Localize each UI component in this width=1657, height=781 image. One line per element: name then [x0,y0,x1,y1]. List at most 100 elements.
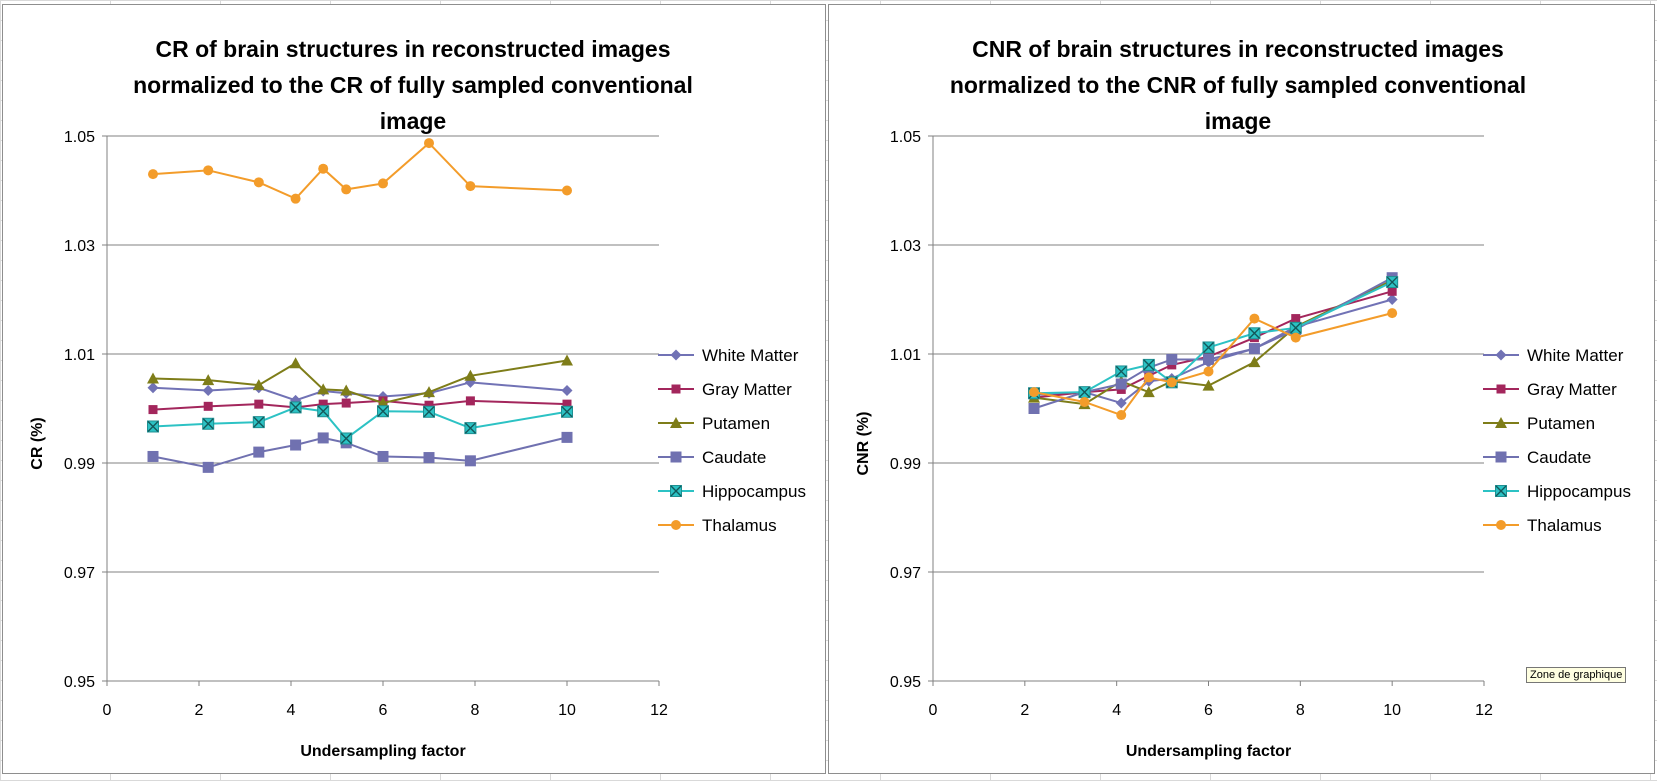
series-line [152,406,568,440]
data-point [1143,372,1154,383]
cr-chart: CR of brain structures in reconstructed … [29,36,806,760]
series-line [1033,281,1393,395]
chart-title-line: normalized to the CNR of fully sampled c… [950,72,1526,98]
legend: White Matter Gray Matter Putamen Caudate Hip… [658,346,806,535]
data-point [377,450,389,462]
data-point [1029,387,1040,398]
y-tick-label: 0.97 [890,565,921,582]
x-axis-title: Undersampling factor [1126,743,1291,760]
data-point [1203,353,1214,365]
data-point [289,401,302,414]
data-point [317,405,330,418]
data-point [1028,403,1040,414]
legend-marker [670,451,682,463]
y-tick-label: 0.97 [64,565,95,582]
data-point [465,396,475,406]
x-tick-label: 2 [1020,702,1029,719]
legend-label: Hippocampus [1527,482,1631,501]
legend-label: Hippocampus [702,482,806,501]
series-hippocampus [1028,276,1399,400]
legend-marker [1495,349,1507,361]
series-line [152,359,568,405]
legend-label: Caudate [702,448,766,467]
x-tick-label: 12 [650,702,668,719]
x-tick-label: 0 [103,702,112,719]
legend-label: White Matter [1527,346,1624,365]
data-point [1290,332,1301,343]
data-point [1115,378,1127,390]
x-tick-label: 4 [1112,702,1121,719]
data-point [203,165,214,176]
data-point [465,181,476,192]
data-point [464,455,476,467]
data-point [147,372,159,384]
data-point [1115,365,1128,378]
data-point [1203,366,1214,377]
data-point [147,420,159,433]
data-point [340,432,353,445]
legend-label: White Matter [702,346,799,365]
y-tick-label: 1.03 [890,238,921,255]
cnr-chart: CNR of brain structures in reconstructed… [855,36,1631,760]
chart-title-line: image [380,108,446,134]
data-point [148,405,158,415]
data-point [561,431,573,443]
data-point [1202,379,1215,391]
series-putamen [147,354,573,409]
legend-marker [671,384,681,394]
y-tick-label: 1.05 [64,129,95,146]
data-point [1248,356,1261,368]
data-point [202,385,214,397]
legend-marker [670,485,682,497]
data-point [561,354,573,366]
data-point [1115,397,1127,409]
y-axis-title: CNR (%) [855,412,872,476]
data-point [1289,321,1302,334]
data-point [1248,327,1261,340]
series-gray-matter [148,396,572,415]
x-tick-label: 0 [929,702,938,719]
y-tick-label: 0.99 [64,456,95,473]
y-tick-label: 1.01 [64,347,95,364]
data-point [377,405,389,418]
legend-marker [670,417,682,428]
y-tick-label: 0.95 [64,674,95,691]
legend-marker [1496,384,1506,394]
data-point [424,400,434,410]
data-point [202,417,215,430]
data-point [1386,276,1399,289]
data-point [1387,308,1398,319]
legend-label: Thalamus [1527,516,1602,535]
data-point [254,399,264,409]
data-point [317,432,329,444]
x-tick-label: 2 [195,702,204,719]
y-tick-label: 0.95 [890,674,921,691]
y-tick-label: 1.01 [890,347,921,364]
data-point [1202,341,1215,354]
legend-label: Caudate [1527,448,1591,467]
cnr-chart-area[interactable]: CNR of brain structures in reconstructed… [828,4,1655,774]
legend-marker [1495,485,1507,497]
chart-area-tooltip: Zone de graphique [1526,667,1627,683]
y-tick-label: 0.99 [890,456,921,473]
data-point [340,384,353,396]
data-point [148,169,158,180]
data-point [341,184,352,195]
series-line [152,436,568,469]
series-line [152,141,568,200]
data-point [1079,396,1090,407]
legend-label: Putamen [702,414,770,433]
data-point [289,357,302,369]
x-tick-label: 12 [1475,702,1493,719]
legend-marker [1496,520,1506,530]
cr-chart-area[interactable]: CR of brain structures in reconstructed … [2,4,826,774]
legend-marker [1495,417,1507,428]
data-point [252,416,265,429]
series-caudate [147,431,573,473]
series-hippocampus [147,401,573,445]
data-point [202,374,215,386]
data-point [1249,313,1260,324]
chart-title-line: image [1205,108,1271,134]
legend-marker [1495,451,1507,463]
chart-title-line: normalized to the CR of fully sampled co… [133,72,693,98]
